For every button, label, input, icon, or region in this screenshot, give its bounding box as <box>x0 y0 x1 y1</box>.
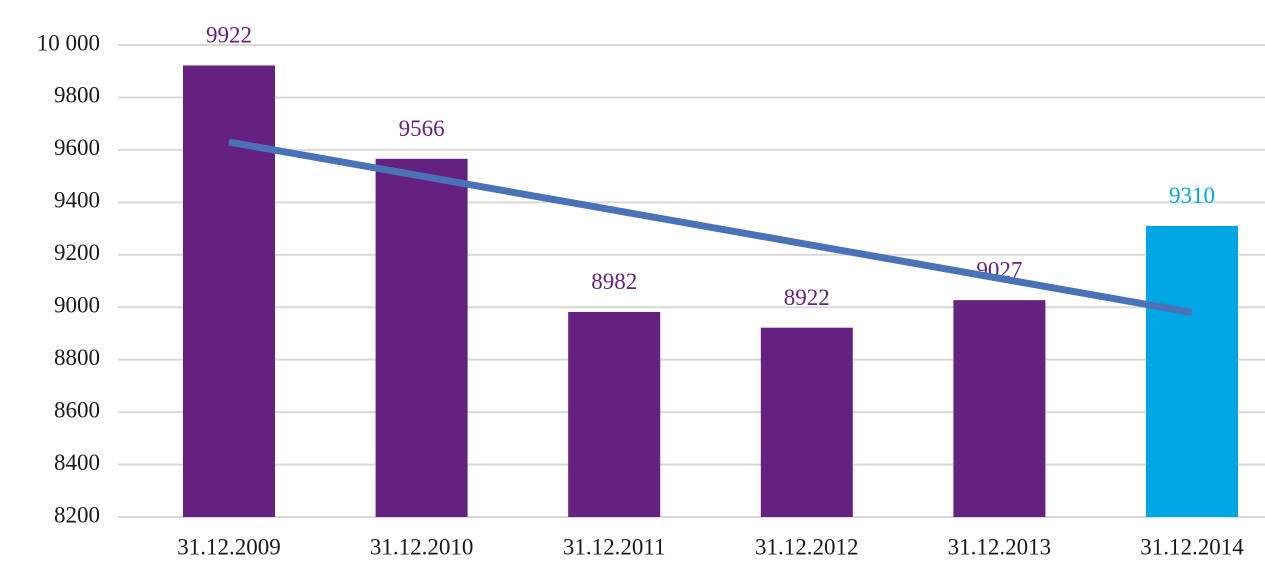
data-label: 9922 <box>206 23 252 48</box>
bar <box>953 300 1046 517</box>
bar <box>568 311 661 517</box>
y-tick-label: 8400 <box>54 450 100 475</box>
y-tick-label: 9600 <box>54 135 100 160</box>
x-tick-label: 31.12.2012 <box>755 534 859 559</box>
y-tick-label: 10 000 <box>37 30 100 55</box>
x-tick-label: 31.12.2013 <box>948 534 1052 559</box>
y-tick-label: 9000 <box>54 293 100 318</box>
bar <box>183 65 275 517</box>
x-tick-label: 31.12.2011 <box>563 534 666 559</box>
y-tick-label: 8800 <box>54 345 100 370</box>
data-label: 9566 <box>399 116 445 141</box>
x-tick-label: 31.12.2009 <box>177 534 281 559</box>
y-tick-label: 9800 <box>54 83 100 108</box>
data-label: 8982 <box>591 269 637 294</box>
x-tick-label: 31.12.2010 <box>370 534 474 559</box>
x-tick-label: 31.12.2014 <box>1140 534 1244 559</box>
bar <box>375 158 468 517</box>
y-tick-label: 8600 <box>54 397 100 422</box>
y-tick-label: 9200 <box>54 240 100 265</box>
data-label: 9310 <box>1169 183 1215 208</box>
bar <box>760 327 853 517</box>
bar <box>1146 225 1238 517</box>
y-tick-label: 8200 <box>54 502 100 527</box>
data-label: 8922 <box>784 285 830 310</box>
trend-line <box>228 138 1193 316</box>
y-tick-label: 9400 <box>54 188 100 213</box>
